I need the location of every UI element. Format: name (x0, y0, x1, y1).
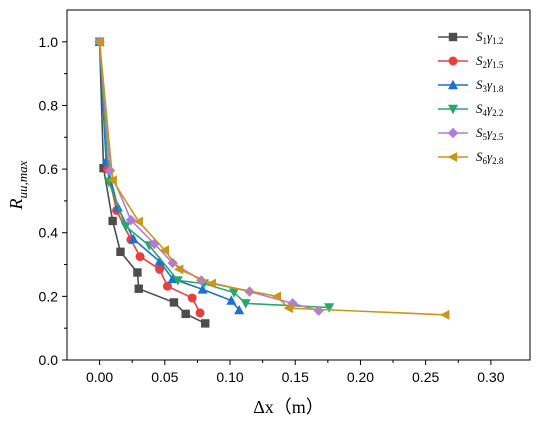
data-point (187, 293, 197, 303)
data-point (108, 216, 117, 226)
x-axis-title: Δx（m） (253, 397, 324, 417)
data-point (440, 309, 450, 320)
data-point (154, 256, 165, 266)
data-point (167, 273, 178, 284)
data-point (133, 216, 143, 227)
data-point (162, 281, 172, 291)
data-point (120, 222, 131, 232)
series-line (98, 41, 446, 316)
legend-label: S1γ1.2 (476, 29, 503, 46)
y-tick-label: 0.2 (39, 288, 59, 304)
data-point (125, 214, 137, 226)
series-line (98, 41, 319, 312)
legend-marker (447, 152, 458, 162)
series-group (94, 36, 450, 328)
data-point (234, 304, 245, 315)
series-2 (95, 37, 205, 318)
legend-label: S4γ2.2 (476, 101, 503, 118)
legend: S1γ1.2 S2γ1.5 S3γ1.8 S4γ2.2 S5γ2.5 S6γ2.8 (438, 29, 504, 166)
data-point (107, 175, 117, 186)
legend-item-5: S5γ2.5 (438, 125, 504, 142)
data-point (283, 303, 293, 314)
x-tick-label: 0.20 (347, 369, 374, 385)
data-point (159, 245, 170, 256)
x-tick-label: 0.05 (151, 369, 178, 385)
series-6 (94, 36, 450, 320)
data-point (172, 276, 183, 286)
data-point (135, 252, 145, 262)
data-point (201, 319, 210, 328)
legend-marker (448, 79, 458, 90)
series-3 (94, 36, 245, 315)
data-point (240, 299, 251, 309)
data-point (226, 295, 237, 305)
legend-label: S6γ2.8 (476, 149, 504, 166)
legend-marker (448, 56, 458, 66)
data-point (324, 303, 335, 313)
data-point (155, 264, 165, 274)
data-point (128, 233, 139, 244)
legend-label: S3γ1.8 (476, 77, 504, 94)
data-point (167, 257, 178, 269)
series-4 (94, 37, 335, 313)
data-point (271, 291, 282, 302)
legend-item-6: S6γ2.8 (438, 149, 504, 166)
y-tick-label: 0.6 (39, 161, 59, 177)
data-point (313, 305, 324, 316)
data-point (169, 298, 179, 307)
data-point (173, 264, 184, 275)
x-tick-label: 0.30 (477, 369, 504, 385)
legend-label: S2γ1.5 (476, 53, 504, 70)
legend-marker (448, 104, 458, 115)
data-point (134, 284, 143, 293)
y-tick-label: 1.0 (39, 34, 59, 50)
data-point (116, 247, 125, 257)
series-5 (94, 36, 324, 316)
x-tick-label: 0.15 (282, 369, 309, 385)
axes: 0.00 0.05 0.10 0.15 0.20 0.25 0.30 0.0 0.2 0.4 0.6… (6, 34, 505, 417)
y-tick-label: 0.8 (39, 97, 59, 113)
data-point (195, 308, 205, 318)
y-tick-label: 0.4 (39, 225, 59, 241)
x-tick-label: 0.00 (86, 369, 113, 385)
plot-frame (66, 9, 531, 361)
legend-item-3: S3γ1.8 (438, 77, 504, 94)
data-point (94, 36, 104, 47)
legend-item-2: S2γ1.5 (438, 53, 504, 70)
x-tick-label: 0.25 (412, 369, 439, 385)
y-tick-label: 0.0 (39, 352, 59, 368)
data-point (181, 309, 190, 319)
legend-marker (448, 32, 458, 42)
plot-area (66, 9, 531, 361)
data-point (206, 278, 216, 289)
legend-marker (447, 127, 459, 139)
data-point (197, 284, 208, 294)
data-point (228, 288, 239, 298)
legend-item-1: S1γ1.2 (438, 29, 503, 46)
data-point (133, 268, 142, 277)
legend-label: S5γ2.5 (476, 125, 504, 142)
x-tick-label: 0.10 (216, 369, 243, 385)
legend-item-4: S4γ2.2 (438, 101, 503, 118)
y-axis-title: Ruu,max (6, 160, 30, 210)
